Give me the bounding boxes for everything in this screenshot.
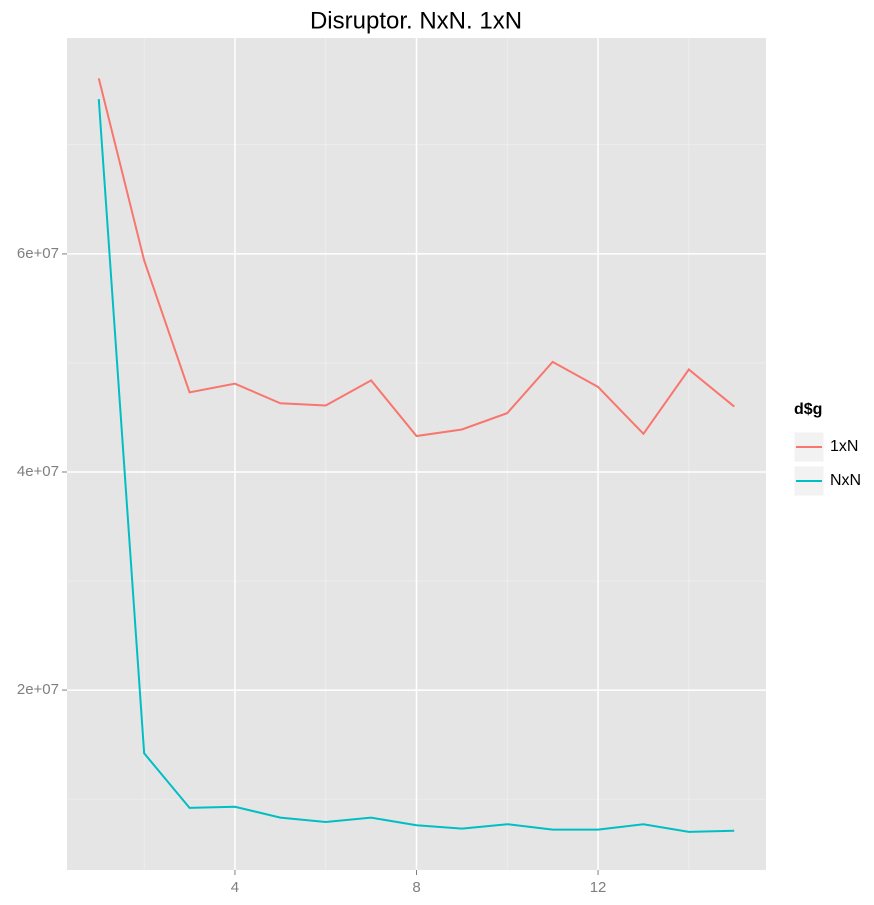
y-tick-label: 4e+07 <box>17 463 59 480</box>
series-line <box>97 78 735 438</box>
x-tick-label: 8 <box>412 879 420 896</box>
legend-label: 1xN <box>830 438 858 455</box>
x-tick-label: 4 <box>231 879 239 896</box>
x-tick-label: 12 <box>590 879 607 896</box>
chart-title: Disruptor. NxN. 1xN <box>310 7 522 34</box>
y-tick-label: 2e+07 <box>17 681 59 698</box>
y-tick-label: 6e+07 <box>17 245 59 262</box>
legend-label: NxN <box>830 472 861 489</box>
legend-title: d$g <box>794 401 822 418</box>
series-line <box>97 98 735 833</box>
